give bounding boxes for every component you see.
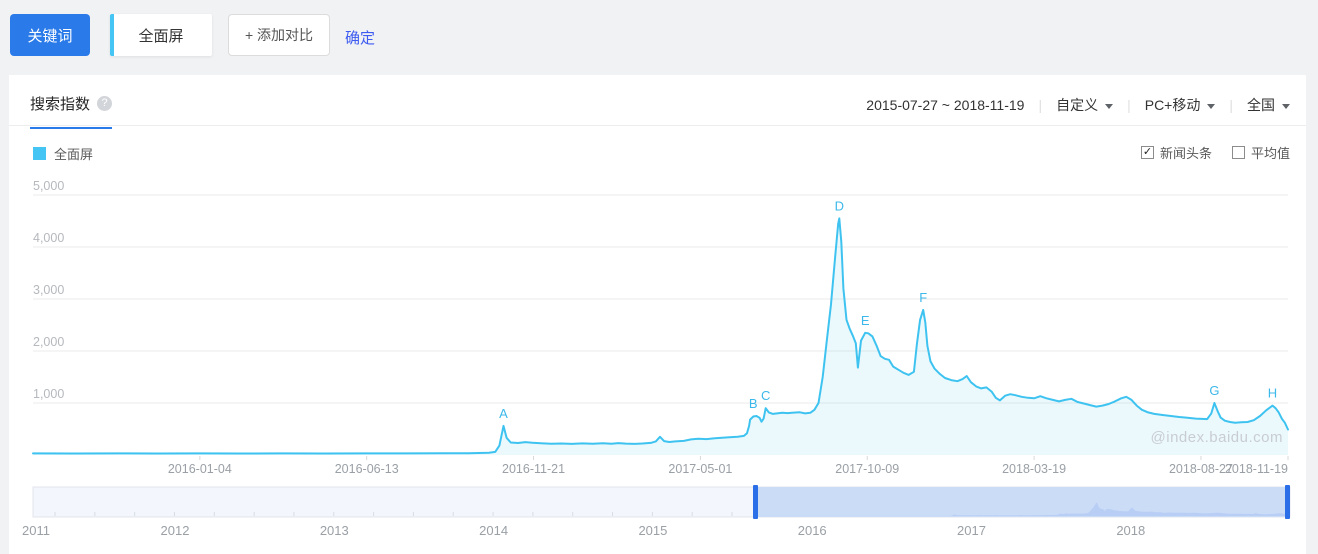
year-label: 2013 [320,523,349,538]
range-mode-dropdown[interactable]: 自定义 [1056,95,1114,115]
news-marker-F[interactable]: F [919,290,927,305]
news-marker-E[interactable]: E [861,313,870,328]
watermark: @index.baidu.com [1151,429,1283,446]
x-tick-label: 2018-11-19 [1225,462,1288,476]
x-tick-label: 2017-05-01 [668,462,732,476]
news-marker-B[interactable]: B [749,396,758,411]
trend-chart[interactable]: 1,000 2,000 3,000 4,000 5,000 A BC D E F G H 2016-01… [0,170,1318,480]
tab-search-index-label: 搜索指数 [30,96,91,113]
legend-label: 全面屏 [54,147,94,162]
x-tick-label: 2016-01-04 [168,462,232,476]
y-tick-label: 2,000 [33,335,64,349]
tab-divider [9,125,1306,126]
option-average[interactable]: 平均值 [1231,143,1290,162]
year-label: 2018 [1116,523,1145,538]
confirm-link[interactable]: 确定 [345,30,376,47]
add-compare-button[interactable]: + 添加对比 [228,14,330,56]
chevron-down-icon [1105,103,1114,109]
legend-swatch [33,147,46,160]
help-icon[interactable]: ? [97,96,113,111]
news-marker-C[interactable]: C [761,388,770,403]
x-tick-label: 2016-06-13 [335,462,399,476]
option-news-headlines[interactable]: ✓ 新闻头条 [1140,146,1212,161]
x-tick-label: 2018-08-27 [1169,462,1233,476]
chevron-down-icon [1282,103,1290,109]
timeline-slider[interactable]: 2011 2012 2013 2014 2015 2016 2017 2018 [0,480,1318,554]
chevron-down-icon [1207,103,1216,109]
chart-controls: 2015-07-27 ~ 2018-11-19 | 自定义 | PC+移动 | … [866,95,1290,115]
slider-selected-range[interactable] [755,487,1287,517]
chart-options: ✓ 新闻头条 平均值 [1140,143,1290,162]
x-tick-label: 2017-10-09 [835,462,899,476]
year-label: 2016 [798,523,827,538]
checkbox-news-headlines[interactable]: ✓ [1140,146,1154,159]
year-label: 2014 [479,523,508,538]
region-dropdown[interactable]: 全国 [1247,95,1290,115]
slider-left-handle[interactable] [753,485,759,519]
tab-search-index[interactable]: 搜索指数 ? [30,93,113,129]
news-marker-A[interactable]: A [499,406,508,421]
news-marker-G[interactable]: G [1209,383,1219,398]
y-tick-label: 5,000 [33,179,64,193]
trend-area [33,218,1288,455]
slider-trend-silhouette [755,502,1287,516]
index-panel [9,75,1306,554]
y-tick-label: 4,000 [33,231,64,245]
keyword-button[interactable]: 关键词 [10,14,90,56]
term-color-stripe [110,14,114,56]
series-legend: 全面屏 [33,144,93,163]
x-tick-label: 2018-03-19 [1002,462,1066,476]
news-marker-H[interactable]: H [1268,386,1277,401]
year-label: 2011 [22,523,50,538]
news-marker-D[interactable]: D [835,198,844,213]
year-label: 2012 [161,523,190,538]
y-tick-label: 3,000 [33,283,64,297]
y-tick-label: 1,000 [33,387,64,401]
year-label: 2017 [957,523,986,538]
date-range-control[interactable]: 2015-07-27 ~ 2018-11-19 [866,97,1025,113]
trend-line [32,217,1289,455]
device-dropdown[interactable]: PC+移动 [1145,95,1216,115]
keyword-term-label: 全面屏 [138,27,184,45]
year-label: 2015 [638,523,667,538]
checkbox-average[interactable] [1231,146,1245,159]
keyword-term-tab[interactable]: 全面屏 [110,14,212,56]
x-tick-label: 2016-11-21 [502,462,565,476]
slider-right-handle[interactable] [1285,485,1290,519]
